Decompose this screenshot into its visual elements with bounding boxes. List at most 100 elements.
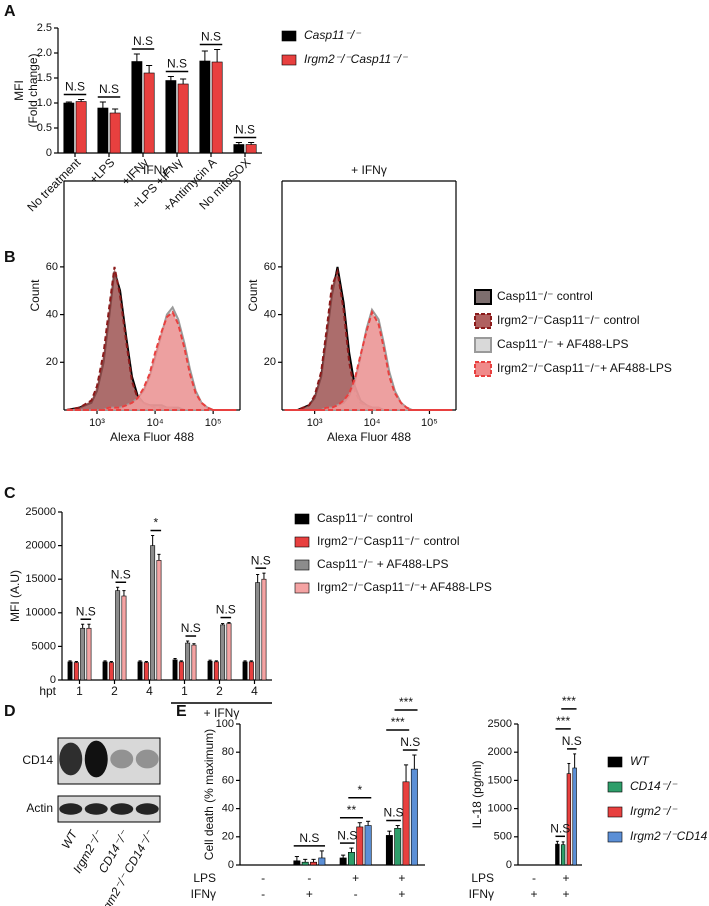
sig-label: * — [153, 516, 158, 530]
bar — [318, 857, 326, 866]
legend-swatch — [607, 806, 623, 818]
bar — [109, 112, 121, 154]
bar — [248, 661, 254, 681]
x-tick-label: 4 — [251, 684, 258, 698]
y-tick-label: 15000 — [25, 573, 56, 585]
legend-swatch — [474, 361, 492, 377]
bar — [143, 662, 149, 681]
bar — [185, 642, 191, 681]
blot-band — [135, 749, 159, 769]
sig-label: N.S — [251, 553, 271, 567]
bar — [233, 144, 245, 154]
bar — [566, 773, 572, 866]
chart-title: - IFNγ — [136, 163, 169, 177]
x-row-name: LPS — [471, 871, 494, 885]
sig-label: N.S — [181, 621, 201, 635]
x-row-value: + — [562, 887, 569, 901]
bar — [402, 781, 410, 866]
y-axis-label: IL-18 (pg/ml) — [470, 760, 484, 828]
sig-label: *** — [391, 715, 405, 729]
sig-label: N.S — [235, 123, 255, 137]
bar — [178, 661, 184, 681]
bar — [555, 843, 560, 866]
bar — [207, 660, 213, 681]
x-tick-label: 10⁴ — [364, 417, 381, 429]
x-row-value: - — [307, 871, 311, 885]
x-tick-label: 10³ — [307, 417, 323, 429]
y-tick-label: 40 — [264, 308, 276, 320]
sig-label: N.S — [216, 603, 236, 617]
bar — [63, 102, 75, 154]
x-axis-label: Alexa Fluor 488 — [327, 430, 411, 444]
bar — [131, 61, 143, 154]
legend-swatch — [474, 313, 492, 329]
group-label: + IFNγ — [204, 706, 240, 720]
y-tick-label: 1.5 — [37, 72, 52, 84]
sig-label: N.S — [337, 828, 357, 842]
y-tick-label: 2.0 — [37, 47, 52, 59]
bar — [310, 861, 317, 866]
legend-swatch — [607, 756, 623, 768]
y-tick-label: 2.5 — [37, 22, 52, 34]
sig-label: * — [357, 783, 362, 797]
y-tick-label: 2000 — [488, 746, 512, 758]
y-tick-label: 0 — [46, 147, 52, 159]
sig-label: *** — [562, 694, 576, 708]
x-row-value: - — [261, 871, 265, 885]
x-row-name: LPS — [193, 871, 216, 885]
chart-title: + IFNγ — [351, 163, 387, 177]
bar — [177, 83, 189, 154]
blot-band — [59, 803, 83, 815]
blot-band — [110, 749, 134, 769]
y-tick-label: 40 — [222, 803, 234, 815]
x-tick-label: +LPS — [86, 155, 117, 186]
y-tick-label: 1500 — [488, 774, 512, 786]
blot-band — [84, 803, 108, 815]
bar — [572, 767, 577, 866]
y-tick-label: 20 — [264, 356, 276, 368]
legend-label: WT — [630, 754, 650, 768]
legend-label: Casp11⁻/⁻ control — [317, 511, 413, 525]
x-tick-label: 1 — [181, 684, 188, 698]
panel-label: E — [176, 703, 187, 720]
y-axis-label: (Fold change) — [26, 53, 40, 127]
legend-label: Casp11⁻/⁻ + AF488-LPS — [497, 337, 629, 351]
panel-label: C — [4, 485, 16, 502]
x-row-value: - — [354, 887, 358, 901]
sig-label: N.S — [111, 567, 131, 581]
x-row-value: + — [306, 887, 313, 901]
bar — [385, 835, 393, 866]
x-tick-label: 10⁴ — [147, 417, 164, 429]
bar — [86, 627, 92, 681]
legend-swatch — [281, 30, 297, 42]
y-tick-label: 10000 — [25, 607, 56, 619]
x-row-value: + — [398, 887, 405, 901]
x-row-value: + — [352, 871, 359, 885]
legend-label: Irgm2⁻/⁻CD14⁻/⁻ — [630, 829, 709, 843]
histogram — [66, 310, 237, 411]
y-tick-label: 2500 — [488, 718, 512, 730]
x-tick-label: No treatment — [24, 155, 83, 214]
bar — [356, 826, 364, 866]
legend-swatch — [294, 559, 310, 571]
bar — [255, 582, 261, 681]
bar — [137, 661, 143, 681]
y-axis-label: Cell death (% maximum) — [202, 729, 216, 860]
sig-label: N.S — [299, 831, 319, 845]
legend-swatch — [294, 582, 310, 594]
blot-row-label: CD14 — [22, 753, 53, 767]
bar — [211, 61, 223, 154]
legend-label: Irgm2⁻/⁻Casp11⁻/⁻ — [304, 52, 409, 66]
y-tick-label: 0.5 — [37, 122, 52, 134]
legend-label: Irgm2⁻/⁻Casp11⁻/⁻ control — [497, 313, 640, 327]
legend-label: Casp11⁻/⁻ + AF488-LPS — [317, 557, 449, 571]
panel-label: B — [4, 249, 16, 266]
bar — [245, 144, 257, 154]
legend-label: Irgm2⁻/⁻Casp11⁻/⁻+ AF488-LPS — [497, 361, 672, 375]
legend-swatch — [294, 513, 310, 525]
y-tick-label: 25000 — [25, 506, 56, 518]
sig-label: N.S — [562, 734, 582, 748]
bar — [242, 661, 248, 681]
x-row-value: - — [261, 887, 265, 901]
